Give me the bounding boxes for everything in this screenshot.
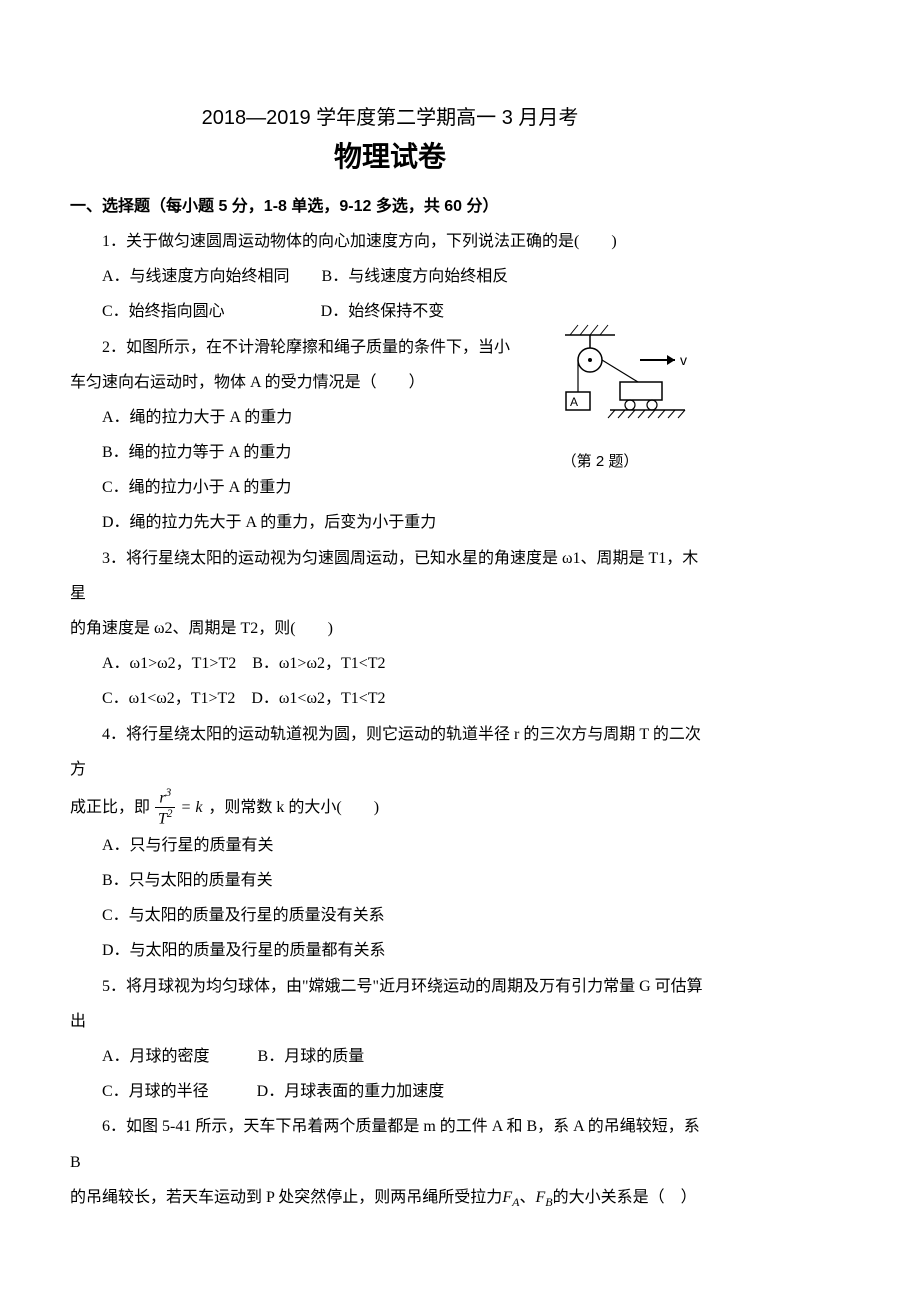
q4-stem-2: 成正比，即 r3 T2 = k ，则常数 k 的大小( ) [70,787,710,828]
q2-label-v: v [680,352,687,368]
q4-opt-d: D．与太阳的质量及行星的质量都有关系 [70,933,710,968]
q3-options-ab: A．ω1>ω2，T1>T2 B．ω1>ω2，T1<T2 [70,646,710,681]
q6-stem-2: 的吊绳较长，若天车运动到 P 处突然停止，则两吊绳所受拉力FA、FB的大小关系是… [70,1180,710,1216]
q4-opt-c: C．与太阳的质量及行星的质量没有关系 [70,898,710,933]
exam-title-line2: 物理试卷 [70,136,710,181]
q2-wrap: A v （第 2 题） 2．如图所示，在不计滑轮摩擦和绳子质量的条件下，当小 车… [70,330,710,541]
q4-stem-2b: ，则常数 k 的大小( ) [208,790,379,825]
q3-options-cd: C．ω1<ω2，T1>T2 D．ω1<ω2，T1<T2 [70,681,710,716]
q4-stem-2a: 成正比，即 [70,790,150,825]
q2-label-A: A [570,395,578,409]
q4-stem-1: 4．将行星绕太阳的运动轨道视为圆，则它运动的轨道半径 r 的三次方与周期 T 的… [70,717,710,787]
q6-stem-1: 6．如图 5-41 所示，天车下吊着两个质量都是 m 的工件 A 和 B，系 A… [70,1109,710,1179]
q1-options-ab: A．与线速度方向始终相同 B．与线速度方向始终相反 [70,259,710,294]
q3-stem-1: 3．将行星绕太阳的运动视为匀速圆周运动，已知水星的角速度是 ω1、周期是 T1，… [70,541,710,611]
q5-stem: 5．将月球视为均匀球体，由"嫦娥二号"近月环绕运动的周期及万有引力常量 G 可估… [70,969,710,1039]
q1-stem: 1．关于做匀速圆周运动物体的向心加速度方向，下列说法正确的是( ) [70,224,710,259]
exam-title-line1: 2018—2019 学年度第二学期高一 3 月月考 [70,100,710,136]
q4-opt-a: A．只与行星的质量有关 [70,828,710,863]
q2-figure: A v （第 2 题） [510,320,690,478]
q4-eq: = k [181,790,203,825]
q2-opt-d: D．绳的拉力先大于 A 的重力，后变为小于重力 [70,505,710,540]
q5-options-ab: A．月球的密度 B．月球的质量 [70,1039,710,1074]
q3-stem-2: 的角速度是 ω2、周期是 T2，则( ) [70,611,710,646]
q4-opt-b: B．只与太阳的质量有关 [70,863,710,898]
q4-fraction: r3 T2 [154,787,177,828]
q2-figure-caption: （第 2 题） [510,445,690,478]
q5-options-cd: C．月球的半径 D．月球表面的重力加速度 [70,1074,710,1109]
section-1-header: 一、选择题（每小题 5 分，1-8 单选，9-12 多选，共 60 分） [70,189,710,224]
